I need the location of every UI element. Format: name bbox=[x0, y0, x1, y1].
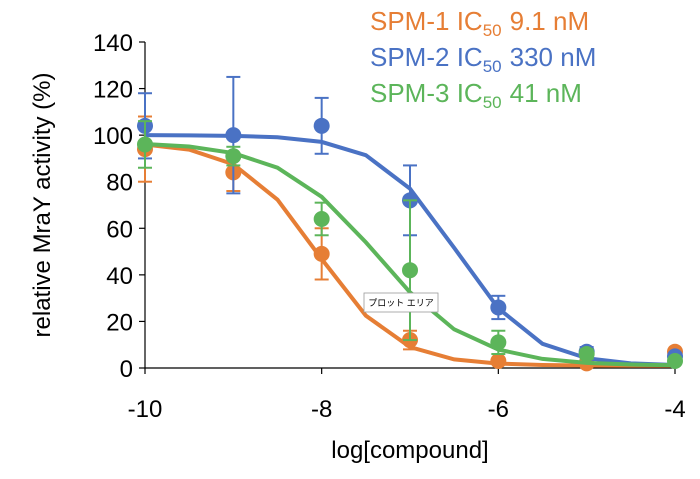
x-axis-title: log[compound] bbox=[331, 437, 488, 464]
data-point bbox=[137, 136, 153, 153]
legend-entry: SPM-3 IC50 41 nM bbox=[370, 78, 582, 112]
y-tick-label: 140 bbox=[93, 30, 133, 57]
legend-entry: SPM-2 IC50 330 nM bbox=[370, 42, 596, 76]
data-point bbox=[402, 262, 418, 279]
data-point bbox=[578, 346, 595, 363]
legend-name: SPM-3 bbox=[370, 78, 449, 108]
legend-ic: IC bbox=[457, 42, 483, 72]
legend-ic-value: 9.1 nM bbox=[510, 6, 590, 36]
data-point bbox=[313, 210, 330, 227]
y-tick-label: 0 bbox=[120, 356, 133, 383]
y-tick-label: 100 bbox=[93, 123, 133, 150]
y-tick-label: 80 bbox=[106, 170, 133, 197]
x-tick-label: -10 bbox=[128, 396, 163, 423]
x-tick-label: -6 bbox=[488, 396, 509, 423]
tooltip: プロット エリア bbox=[363, 292, 439, 313]
tooltip-box bbox=[363, 292, 439, 313]
legend-name: SPM-1 bbox=[370, 6, 449, 36]
y-axis-title: relative MraY activity (%) bbox=[29, 73, 56, 338]
data-point bbox=[490, 299, 507, 316]
legend-ic-value: 330 nM bbox=[510, 42, 597, 72]
data-point bbox=[667, 353, 683, 370]
data-point bbox=[490, 353, 507, 370]
legend-ic-value: 41 nM bbox=[510, 78, 582, 108]
plot-area: 0 20 40 60 80 100 120 140 -10 -8 -6 -4 bbox=[93, 30, 686, 423]
data-point bbox=[490, 334, 507, 351]
legend-name: SPM-2 bbox=[370, 42, 449, 72]
data-point bbox=[313, 117, 330, 134]
y-tick-label: 20 bbox=[106, 309, 133, 336]
data-point bbox=[225, 148, 242, 165]
data-point bbox=[225, 127, 242, 144]
legend-ic-sub: 50 bbox=[483, 57, 502, 76]
y-tick-label: 60 bbox=[106, 216, 133, 243]
y-tick-label: 40 bbox=[106, 263, 133, 290]
x-tick-label: -8 bbox=[311, 396, 332, 423]
legend-ic: IC bbox=[457, 6, 483, 36]
legend-ic: IC bbox=[457, 78, 483, 108]
legend-ic-sub: 50 bbox=[483, 21, 502, 40]
legend-entry: SPM-1 IC50 9.1 nM bbox=[370, 6, 589, 40]
x-tick-label: -4 bbox=[664, 396, 685, 423]
data-point bbox=[313, 245, 330, 262]
y-tick-label: 120 bbox=[93, 77, 133, 104]
tooltip-text: プロット エリア bbox=[368, 298, 434, 308]
legend-ic-sub: 50 bbox=[483, 93, 502, 112]
